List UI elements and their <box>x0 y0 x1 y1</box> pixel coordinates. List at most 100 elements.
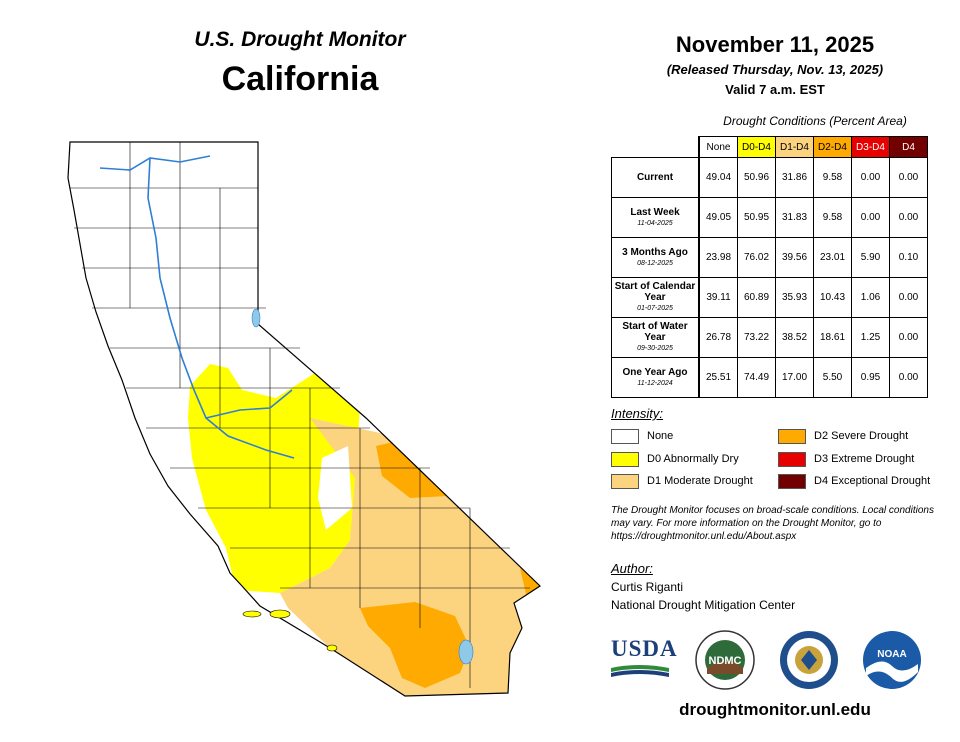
row-label: One Year Ago 11-12-2024 <box>611 357 700 398</box>
ndmc-logo-text: NDMC <box>709 655 742 667</box>
table-cell: 26.78 <box>698 317 738 358</box>
legend-swatch <box>778 451 806 467</box>
legend-swatch <box>778 473 806 489</box>
table-cell: 25.51 <box>698 357 738 398</box>
legend-label: D0 Abnormally Dry <box>647 453 739 465</box>
map-date: November 11, 2025 <box>675 32 875 57</box>
legend-item-d0: D0 Abnormally Dry <box>611 451 739 467</box>
legend-label: D3 Extreme Drought <box>814 453 915 465</box>
d2-area-east <box>376 440 448 498</box>
table-row: Current 49.04 50.96 31.86 9.58 0.00 0.00 <box>611 157 928 198</box>
table-cell: 5.90 <box>851 237 890 278</box>
legend-swatch <box>611 473 639 489</box>
table-cell: 1.25 <box>851 317 890 358</box>
table-cell: 5.50 <box>813 357 852 398</box>
state-outline <box>67 141 541 697</box>
legend-label: D1 Moderate Drought <box>647 475 753 487</box>
table-row: Start of Calendar Year 01-07-2025 39.11 6… <box>611 277 928 318</box>
col-header-d2: D2-D4 <box>813 136 852 158</box>
county-lines <box>70 142 530 688</box>
row-label: Current <box>611 157 700 198</box>
table-corner <box>612 137 700 158</box>
commerce-seal-logo <box>779 630 839 695</box>
table-row: Start of Water Year 09-30-2025 26.78 73.2… <box>611 317 928 358</box>
col-header-d1: D1-D4 <box>775 136 814 158</box>
lakes <box>251 308 474 665</box>
author-heading: Author: <box>611 561 653 576</box>
d2-area-south <box>360 602 470 688</box>
table-row: Last Week 11-04-2025 49.05 50.95 31.83 9.… <box>611 197 928 238</box>
legend-title: Intensity: <box>611 406 664 421</box>
table-cell: 0.00 <box>889 277 928 318</box>
legend-item-d2: D2 Severe Drought <box>778 428 908 444</box>
legend-item-d1: D1 Moderate Drought <box>611 473 753 489</box>
col-header-d4: D4 <box>889 136 928 158</box>
table-row: One Year Ago 11-12-2024 25.51 74.49 17.00… <box>611 357 928 398</box>
website-link[interactable]: droughtmonitor.unl.edu <box>679 700 871 719</box>
legend-item-none: None <box>611 428 673 444</box>
table-cell: 31.83 <box>775 197 814 238</box>
legend-item-d4: D4 Exceptional Drought <box>778 473 930 489</box>
noaa-logo-text: NOAA <box>877 649 906 660</box>
col-header-none: None <box>698 136 738 158</box>
map-title: U.S. Drought Monitor <box>194 28 406 51</box>
table-cell: 0.00 <box>889 197 928 238</box>
table-header-row: None D0-D4 D1-D4 D2-D4 D3-D4 D4 <box>612 136 928 158</box>
table-caption: Drought Conditions (Percent Area) <box>723 114 907 128</box>
table-cell: 0.00 <box>889 357 928 398</box>
noaa-logo: NOAA <box>862 630 922 695</box>
table-cell: 49.04 <box>698 157 738 198</box>
channel-islands <box>242 609 338 652</box>
table-cell: 49.05 <box>698 197 738 238</box>
table-cell: 38.52 <box>775 317 814 358</box>
release-date: (Released Thursday, Nov. 13, 2025) <box>666 62 884 77</box>
rivers <box>99 155 295 459</box>
drought-conditions-table: None D0-D4 D1-D4 D2-D4 D3-D4 D4 Current … <box>611 136 928 398</box>
valid-time: Valid 7 a.m. EST <box>725 82 825 97</box>
table-cell: 39.56 <box>775 237 814 278</box>
legend-label: D2 Severe Drought <box>814 430 909 442</box>
table-cell: 50.95 <box>737 197 776 238</box>
legend-swatch <box>611 451 639 467</box>
row-label: 3 Months Ago 08-12-2025 <box>611 237 700 278</box>
ndmc-logo: NDMC <box>695 630 755 695</box>
row-label: Start of Calendar Year 01-07-2025 <box>611 277 700 318</box>
table-cell: 0.00 <box>889 157 928 198</box>
legend-swatch <box>778 428 806 444</box>
table-cell: 9.58 <box>813 157 852 198</box>
table-cell: 0.00 <box>851 157 890 198</box>
table-cell: 76.02 <box>737 237 776 278</box>
table-row: 3 Months Ago 08-12-2025 23.98 76.02 39.56… <box>611 237 928 278</box>
table-cell: 31.86 <box>775 157 814 198</box>
usda-logo: USDA <box>611 636 678 682</box>
table-cell: 23.01 <box>813 237 852 278</box>
table-cell: 0.10 <box>889 237 928 278</box>
usda-logo-text: USDA <box>611 636 678 661</box>
legend-label: D4 Exceptional Drought <box>814 475 931 487</box>
col-header-d0: D0-D4 <box>737 136 776 158</box>
author-organization: National Drought Mitigation Center <box>611 598 796 612</box>
table-cell: 73.22 <box>737 317 776 358</box>
legend-item-d3: D3 Extreme Drought <box>778 451 914 467</box>
table-cell: 1.06 <box>851 277 890 318</box>
row-label: Start of Water Year 09-30-2025 <box>611 317 700 358</box>
table-cell: 0.00 <box>851 197 890 238</box>
table-cell: 10.43 <box>813 277 852 318</box>
legend-swatch <box>611 428 639 444</box>
table-cell: 0.00 <box>889 317 928 358</box>
disclaimer-note: The Drought Monitor focuses on broad-sca… <box>611 505 934 542</box>
d1-area <box>280 418 540 696</box>
table-cell: 0.95 <box>851 357 890 398</box>
table-cell: 9.58 <box>813 197 852 238</box>
no-drought-pocket <box>318 446 352 530</box>
table-cell: 18.61 <box>813 317 852 358</box>
row-label: Last Week 11-04-2025 <box>611 197 700 238</box>
table-cell: 50.96 <box>737 157 776 198</box>
state-name: California <box>221 60 379 98</box>
legend-label: None <box>647 430 674 442</box>
table-cell: 17.00 <box>775 357 814 398</box>
author-name: Curtis Riganti <box>611 580 684 594</box>
table-cell: 39.11 <box>698 277 738 318</box>
california-drought-map <box>67 141 541 697</box>
d2-area-border <box>520 568 540 594</box>
